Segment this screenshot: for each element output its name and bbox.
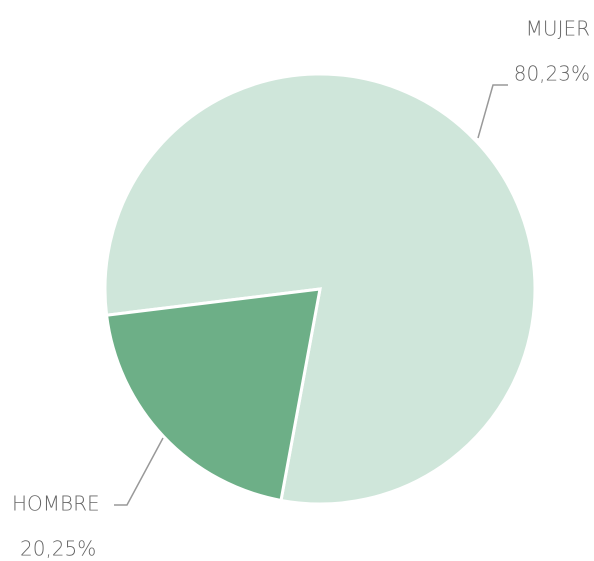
pie-slice	[104, 287, 322, 503]
slice-value-label: 20,25%	[20, 537, 96, 561]
slice-value-label: 80,23%	[514, 62, 590, 86]
leader-line	[114, 437, 164, 506]
slice-label: HOMBRE	[12, 492, 100, 516]
leader-line	[477, 84, 508, 139]
slice-label: MUJER	[526, 17, 590, 41]
